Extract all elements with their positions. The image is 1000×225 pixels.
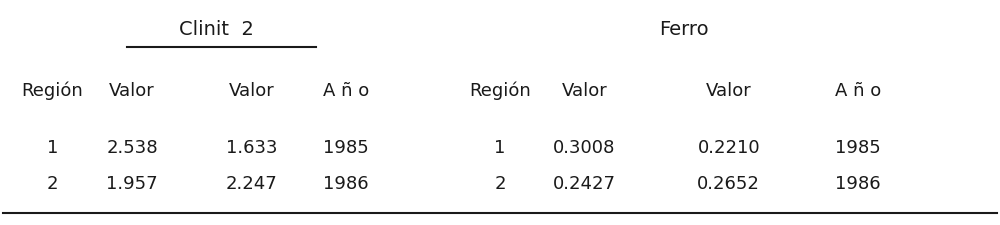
Text: 1.633: 1.633	[226, 139, 277, 157]
Text: 1.957: 1.957	[106, 174, 158, 192]
Text: 0.2427: 0.2427	[553, 174, 616, 192]
Text: 2.538: 2.538	[106, 139, 158, 157]
Text: 2: 2	[494, 174, 506, 192]
Text: Clinit  2: Clinit 2	[179, 20, 254, 38]
Text: Valor: Valor	[229, 82, 274, 99]
Text: 0.2210: 0.2210	[697, 139, 760, 157]
Text: Región: Región	[22, 81, 83, 100]
Text: 0.2652: 0.2652	[697, 174, 760, 192]
Text: 1985: 1985	[323, 139, 369, 157]
Text: A ñ o: A ñ o	[835, 82, 881, 99]
Text: Región: Región	[469, 81, 531, 100]
Text: A ñ o: A ñ o	[323, 82, 369, 99]
Text: 1: 1	[47, 139, 58, 157]
Text: Ferro: Ferro	[659, 20, 709, 38]
Text: Valor: Valor	[562, 82, 607, 99]
Text: 1986: 1986	[323, 174, 369, 192]
Text: 1: 1	[494, 139, 506, 157]
Text: Valor: Valor	[109, 82, 155, 99]
Text: 0.3008: 0.3008	[553, 139, 616, 157]
Text: Valor: Valor	[706, 82, 752, 99]
Text: 1986: 1986	[835, 174, 881, 192]
Text: 1985: 1985	[835, 139, 881, 157]
Text: 2: 2	[47, 174, 58, 192]
Text: 2.247: 2.247	[226, 174, 277, 192]
